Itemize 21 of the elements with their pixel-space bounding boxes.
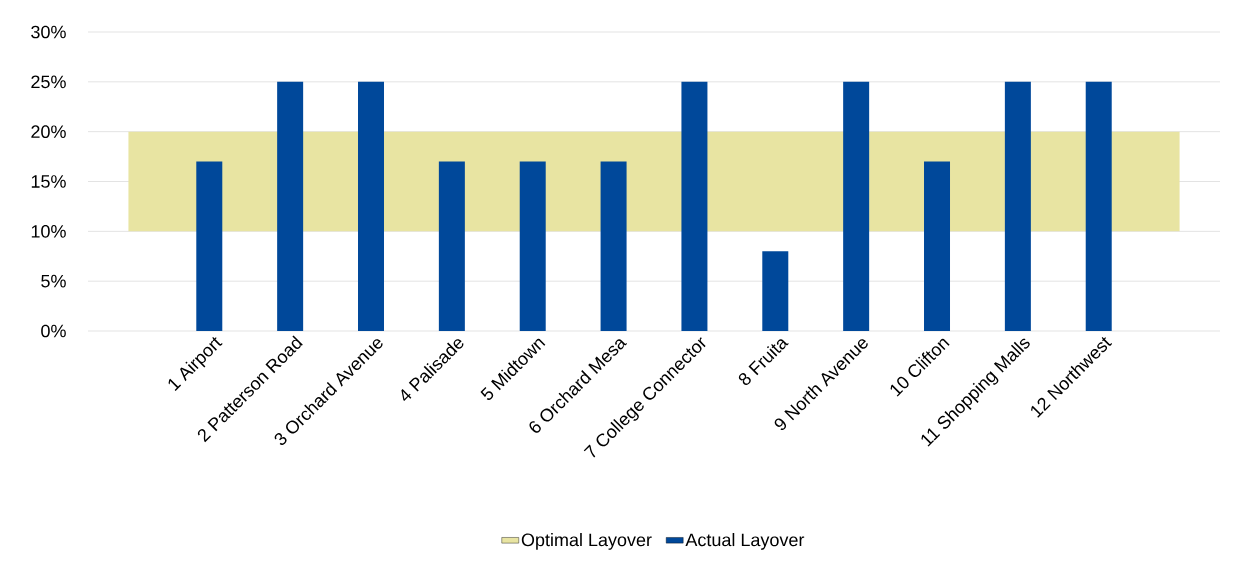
y-tick-label: 10% [31,224,66,238]
bar [1085,81,1112,331]
legend-label: Actual Layover [685,533,805,550]
y-tick-label: 15% [31,175,66,188]
y-tick-label: 30% [31,25,66,39]
y-tick-label: 5% [41,274,66,288]
bar [438,161,465,331]
bar [277,81,304,331]
y-tick-label: 20% [31,125,66,139]
y-tick-label: 25% [31,75,66,89]
bar [600,161,627,331]
bar [762,251,789,331]
bar [924,161,951,331]
bar [1004,81,1031,331]
bar [358,81,384,331]
bar [196,161,223,331]
bar [681,81,708,331]
bar [843,81,870,331]
bar [519,161,546,331]
legend-label: Optimal Layover [521,533,652,550]
y-tick-label: 0% [41,324,66,338]
